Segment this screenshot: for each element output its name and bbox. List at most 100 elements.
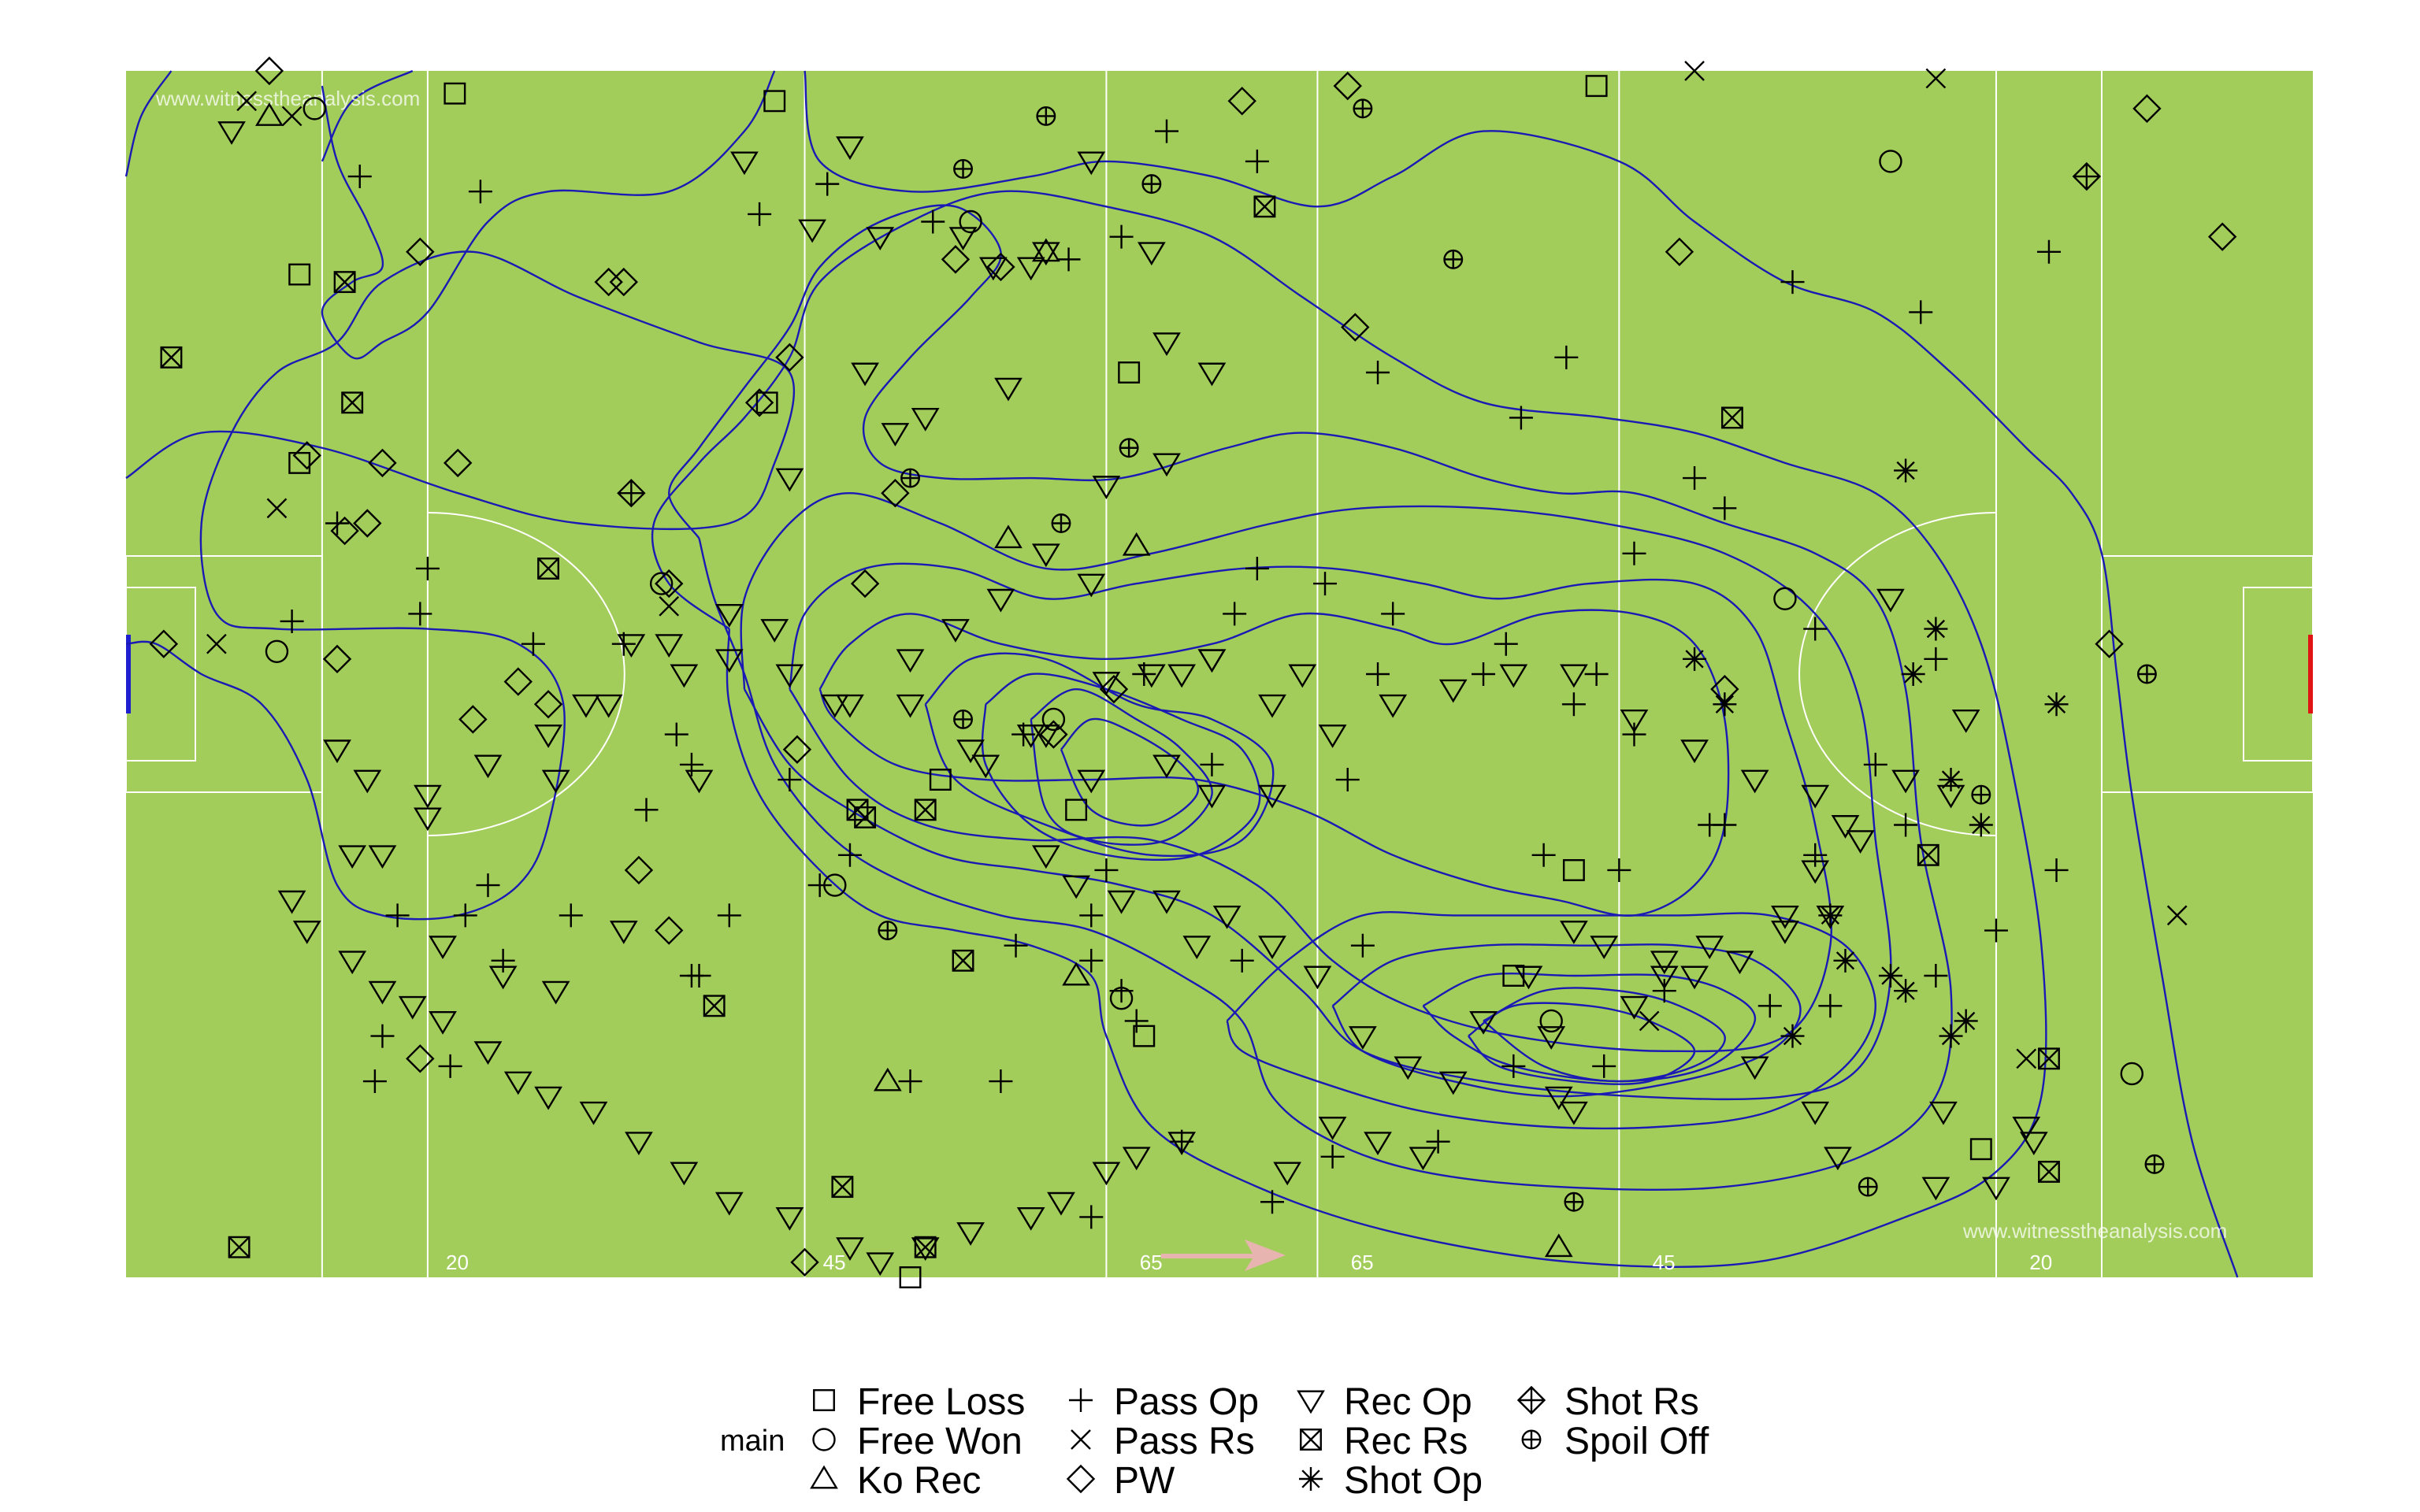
right-arc — [1798, 512, 1996, 836]
point-spoil-off-13 — [2144, 1154, 2165, 1174]
point-pass-rs-8 — [2016, 1048, 2037, 1069]
point-shot-rs-0 — [617, 479, 646, 508]
point-rec-op-55 — [1303, 965, 1332, 990]
point-pass-op-59 — [438, 1054, 462, 1078]
point-pass-op-67 — [1381, 602, 1405, 626]
point-rec-op-46 — [1016, 724, 1045, 748]
point-rec-op-56 — [1349, 1026, 1377, 1050]
point-rec-op-69 — [1771, 921, 1799, 944]
point-rec-op-94 — [534, 724, 562, 748]
point-pass-op-35 — [1713, 496, 1737, 521]
point-pass-op-38 — [1924, 647, 1948, 671]
point-pass-op-17 — [280, 609, 304, 633]
point-rec-op-8 — [1031, 242, 1060, 266]
point-pass-op-53 — [491, 948, 515, 973]
point-pass-op-13 — [1909, 300, 1933, 324]
left-goal-marker — [126, 635, 131, 713]
point-rec-op-78 — [1438, 679, 1468, 703]
point-rec-op-119 — [1318, 1117, 1347, 1140]
point-rec-op-33 — [714, 649, 744, 673]
point-pw-5 — [775, 343, 804, 372]
point-rec-op-73 — [1740, 769, 1769, 794]
point-pw-17 — [533, 690, 563, 719]
point-rec-op-12 — [1197, 362, 1227, 387]
point-pw-14 — [986, 252, 1015, 282]
point-rec-op-24 — [541, 769, 570, 794]
point-rec-op-23 — [572, 694, 600, 718]
point-pass-op-44 — [1230, 948, 1254, 973]
point-rec-op-36 — [956, 739, 985, 764]
legend-label: Pass Rs — [1114, 1421, 1255, 1462]
point-pw-33 — [458, 705, 488, 734]
point-spoil-off-11 — [1971, 784, 1991, 805]
point-pass-op-34 — [1683, 466, 1707, 491]
point-rec-op-105 — [1771, 905, 1799, 929]
point-pass-rs-2 — [206, 633, 227, 654]
legend-label: Free Loss — [857, 1381, 1025, 1423]
point-pass-op-73 — [1894, 813, 1918, 837]
point-shot-rs-1 — [2072, 161, 2102, 191]
point-rec-op-118 — [1364, 1132, 1392, 1155]
point-pass-op-54 — [476, 873, 500, 898]
point-pw-13 — [744, 388, 774, 417]
point-rec-op-17 — [881, 423, 910, 447]
point-rec-op-103 — [1846, 830, 1875, 854]
point-pass-op-60 — [559, 903, 583, 928]
series-spoil-off — [878, 98, 2165, 1212]
point-rec-op-63 — [1537, 1026, 1566, 1050]
point-free-loss-1 — [1585, 75, 1608, 98]
contour-line-5 — [651, 190, 2047, 1269]
point-pass-rs-4 — [1925, 68, 1947, 89]
legend-key-shot-rs — [1516, 1385, 1546, 1415]
point-rec-op-108 — [1620, 995, 1649, 1020]
point-shot-op-1 — [1924, 617, 1948, 641]
point-pass-op-83 — [1320, 1144, 1345, 1169]
point-pass-rs-0 — [236, 91, 258, 112]
point-pass-op-16 — [415, 556, 440, 580]
point-pass-op-46 — [1004, 933, 1028, 958]
point-free-won-6 — [1041, 707, 1066, 732]
legend-entry-pw: PW — [1066, 1460, 1175, 1502]
point-free-loss-8 — [1065, 799, 1088, 821]
point-rec-op-130 — [775, 1206, 804, 1231]
point-rec-op-126 — [956, 1222, 985, 1246]
point-free-loss-11 — [1969, 1138, 1992, 1161]
legend-entry-pass-op: Pass Op — [1069, 1381, 1259, 1423]
point-rec-op-21 — [670, 664, 699, 688]
point-pw-32 — [149, 629, 179, 658]
legend-key-free-won — [812, 1428, 836, 1451]
point-pass-op-0 — [347, 165, 372, 189]
point-rec-rs-5 — [846, 799, 869, 821]
series-free-won — [265, 97, 2143, 1086]
point-pw-12 — [353, 509, 382, 538]
point-pass-op-78 — [1757, 994, 1782, 1018]
point-rec-op-72 — [1801, 784, 1830, 809]
point-rec-op-2 — [798, 219, 826, 243]
point-pw-3 — [609, 267, 638, 297]
point-pass-op-28 — [1200, 752, 1224, 776]
point-pw-25 — [2095, 629, 2124, 658]
point-free-won-8 — [1773, 587, 1797, 610]
density-contours — [124, 69, 2239, 1278]
point-shot-op-4 — [1969, 813, 1993, 837]
point-pw-18 — [782, 735, 812, 764]
point-rec-op-88 — [896, 649, 925, 673]
point-rec-op-59 — [1469, 1011, 1498, 1035]
point-rec-op-41 — [1258, 784, 1286, 809]
legend-entry-rec-rs: Rec Rs — [1300, 1421, 1468, 1462]
contour-line-17 — [1483, 987, 1726, 1083]
point-rec-op-35 — [896, 694, 925, 718]
point-pass-op-37 — [1803, 617, 1828, 641]
point-free-loss-9 — [1133, 1025, 1156, 1047]
point-rec-op-60 — [1514, 965, 1543, 990]
point-pass-op-84 — [1260, 1190, 1285, 1214]
point-rec-op-26 — [338, 845, 367, 869]
point-pw-11 — [624, 855, 654, 885]
point-pass-op-41 — [1607, 858, 1631, 882]
watermark-top: www.witnesstheanalysis.com — [155, 87, 420, 110]
point-rec-op-96 — [414, 784, 442, 809]
point-rec-op-117 — [1409, 1147, 1438, 1171]
point-shot-op-5 — [1818, 903, 1843, 928]
legend-entry-free-loss: Free Loss — [813, 1381, 1025, 1423]
point-pass-op-10 — [1509, 406, 1533, 430]
